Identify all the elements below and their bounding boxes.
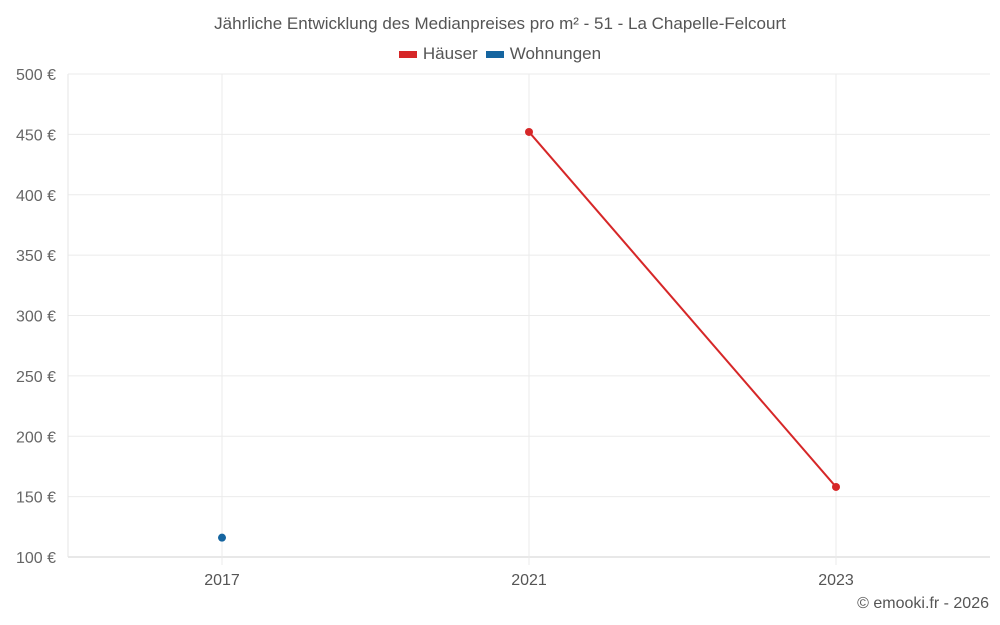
legend-label-houses: Häuser	[422, 44, 478, 63]
x-tick-label: 2023	[818, 572, 854, 589]
chart-legend: Häuser Wohnungen	[0, 44, 1000, 64]
y-tick-label: 250 €	[16, 369, 56, 386]
y-tick-label: 400 €	[16, 188, 56, 205]
y-tick-label: 100 €	[16, 550, 56, 567]
legend-swatch-apartments	[485, 50, 504, 58]
y-tick-label: 150 €	[16, 490, 56, 507]
y-tick-label: 300 €	[16, 309, 56, 326]
x-tick-label: 2021	[511, 572, 547, 589]
legend-swatch-houses	[398, 50, 417, 58]
y-tick-label: 500 €	[16, 67, 56, 84]
y-tick-label: 200 €	[16, 429, 56, 446]
legend-item-apartments[interactable]: Wohnungen	[485, 44, 602, 64]
chart-title: Jährliche Entwicklung des Medianpreises …	[214, 14, 786, 33]
data-point	[218, 533, 226, 542]
legend-label-apartments: Wohnungen	[509, 44, 602, 63]
y-tick-label: 450 €	[16, 127, 56, 144]
y-tick-label: 350 €	[16, 248, 56, 265]
series-line	[528, 131, 837, 488]
data-point	[832, 482, 840, 491]
legend-item-houses[interactable]: Häuser	[398, 44, 478, 64]
x-tick-label: 2017	[204, 572, 240, 589]
data-point	[525, 127, 533, 136]
credit-text: © emooki.fr - 2026	[857, 595, 989, 612]
